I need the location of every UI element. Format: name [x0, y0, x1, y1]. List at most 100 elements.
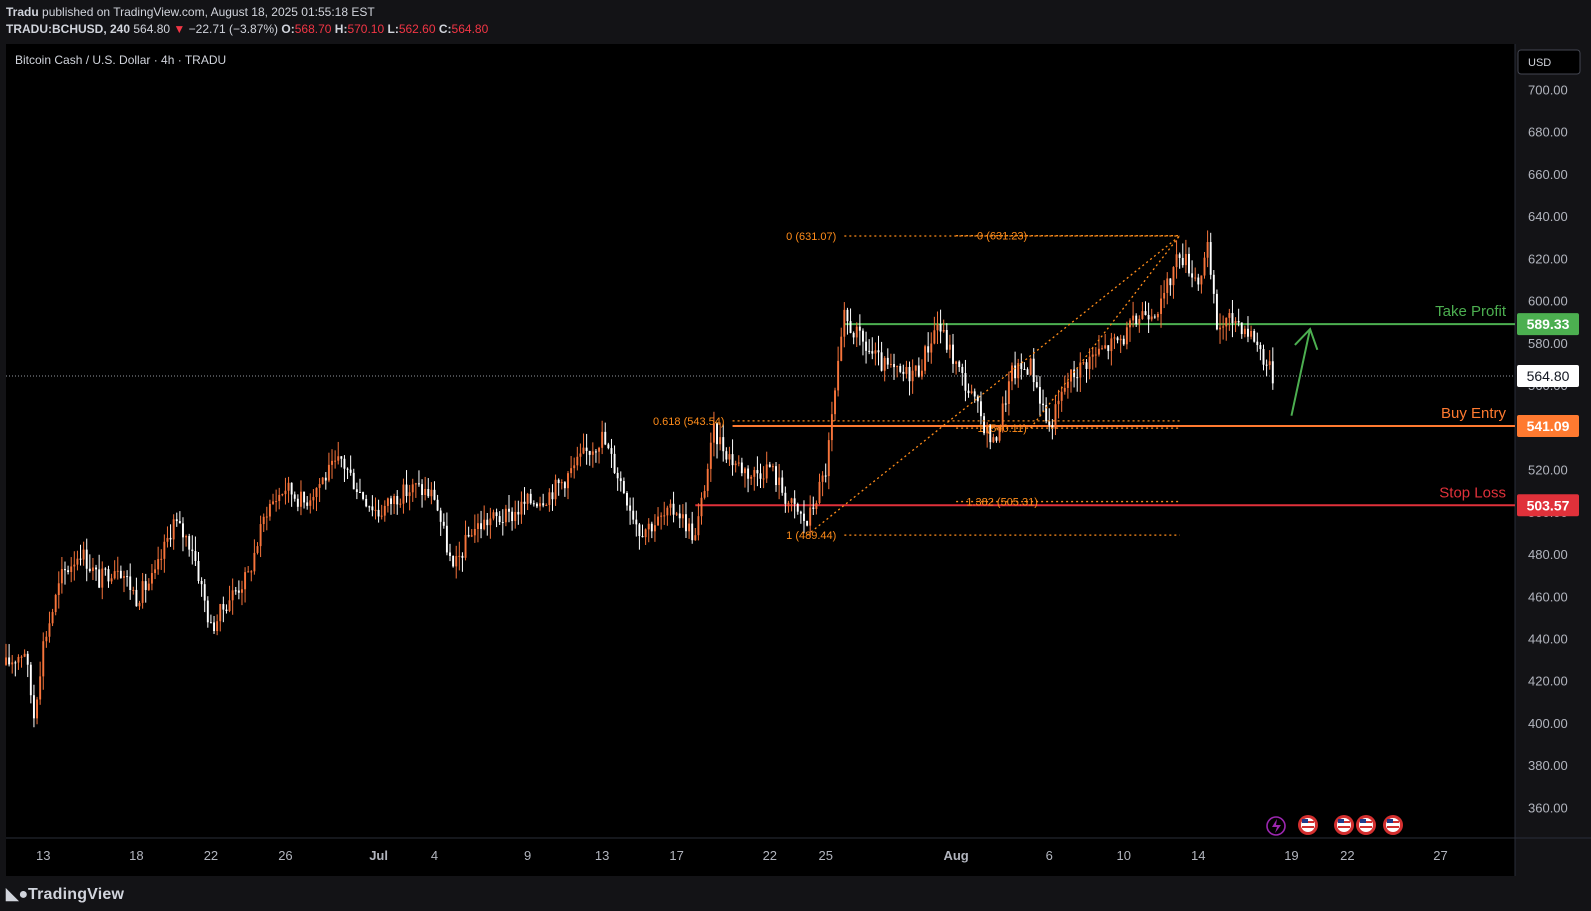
candle — [806, 520, 809, 527]
publisher-name[interactable]: Tradu — [6, 5, 39, 19]
candle — [324, 472, 327, 490]
candle — [1172, 266, 1175, 299]
candle-body — [787, 502, 790, 504]
candle — [958, 360, 961, 372]
candle — [1085, 358, 1088, 383]
candle — [51, 608, 54, 627]
candle-body — [622, 481, 625, 494]
x-tick-label: 26 — [278, 848, 292, 863]
candle — [216, 614, 219, 636]
candle — [1063, 375, 1066, 395]
candle — [812, 496, 815, 515]
high-label: H: — [334, 22, 348, 36]
candle — [619, 471, 622, 492]
candle-body — [1045, 405, 1048, 422]
y-tick-label: 580.00 — [1528, 336, 1568, 351]
candle-body — [967, 390, 970, 394]
candle — [998, 425, 1001, 443]
open-label: O: — [281, 22, 295, 36]
us-flag-icon[interactable] — [1334, 815, 1354, 835]
candle-body — [268, 503, 271, 517]
candle — [1147, 302, 1150, 333]
candle — [1181, 243, 1184, 268]
candle-body — [256, 546, 259, 553]
candle — [138, 600, 141, 611]
candle — [1184, 239, 1187, 274]
candle — [1256, 332, 1259, 352]
candle-body — [557, 479, 560, 484]
candle — [163, 534, 166, 573]
candle — [203, 579, 206, 613]
candle — [703, 485, 706, 500]
candle-body — [712, 423, 715, 443]
candle — [346, 467, 349, 480]
candle-body — [315, 487, 318, 497]
us-flag-icon[interactable] — [1298, 815, 1318, 835]
candle-body — [157, 559, 160, 570]
candle-body — [871, 351, 874, 354]
candle-body — [346, 468, 349, 470]
candle — [737, 455, 740, 467]
candle-body — [70, 566, 73, 573]
candle-body — [1163, 292, 1166, 299]
candle — [809, 495, 812, 538]
candle-body — [809, 507, 812, 526]
candle-body — [1250, 330, 1253, 337]
x-tick-label: 22 — [1340, 848, 1354, 863]
candle — [20, 655, 23, 668]
candle-body — [762, 478, 765, 480]
candle — [76, 550, 79, 571]
candle — [467, 526, 470, 538]
candle-body — [1082, 362, 1085, 364]
candle — [399, 498, 402, 508]
x-tick-label: 13 — [36, 848, 50, 863]
candle-body — [1237, 321, 1240, 323]
x-tick-label: 13 — [595, 848, 609, 863]
candle-body — [998, 425, 1001, 441]
candle — [1125, 321, 1128, 350]
candle — [759, 463, 762, 489]
candle — [588, 450, 591, 466]
candle-body — [160, 558, 163, 560]
candle — [551, 484, 554, 511]
candle-body — [244, 572, 247, 590]
candle-body — [436, 499, 439, 511]
candle — [1051, 419, 1054, 440]
candle — [191, 535, 194, 565]
candle-body — [948, 344, 951, 350]
us-flag-icon[interactable] — [1356, 815, 1376, 835]
candle-body — [501, 522, 504, 524]
close-label: C: — [438, 22, 452, 36]
candle-body — [1271, 361, 1274, 384]
candle-body — [818, 481, 821, 504]
candle — [1097, 335, 1100, 357]
currency-button[interactable] — [1517, 49, 1581, 75]
candle-body — [1156, 313, 1159, 318]
candle — [601, 420, 604, 455]
candle-body — [349, 469, 352, 473]
candle — [408, 484, 411, 511]
lightning-icon[interactable] — [1266, 816, 1286, 836]
candle — [688, 518, 691, 539]
candle-body — [852, 332, 855, 338]
candle-body — [82, 549, 85, 560]
candle — [893, 353, 895, 380]
candle-body — [1060, 391, 1063, 401]
candle-body — [688, 523, 691, 532]
candle-body — [476, 523, 479, 529]
candle — [731, 439, 734, 476]
candle — [1001, 396, 1004, 433]
candle — [222, 596, 225, 623]
tradingview-logo[interactable]: ◣●TradingView — [6, 884, 124, 904]
us-flag-icon[interactable] — [1383, 815, 1403, 835]
candle-body — [85, 549, 88, 569]
candle — [989, 424, 992, 450]
candle-body — [67, 570, 70, 573]
candle-body — [775, 466, 777, 486]
level-price-badge — [1517, 313, 1579, 336]
candle — [315, 487, 318, 512]
candle-body — [709, 442, 712, 469]
candle — [905, 360, 908, 379]
candle-body — [821, 475, 824, 482]
